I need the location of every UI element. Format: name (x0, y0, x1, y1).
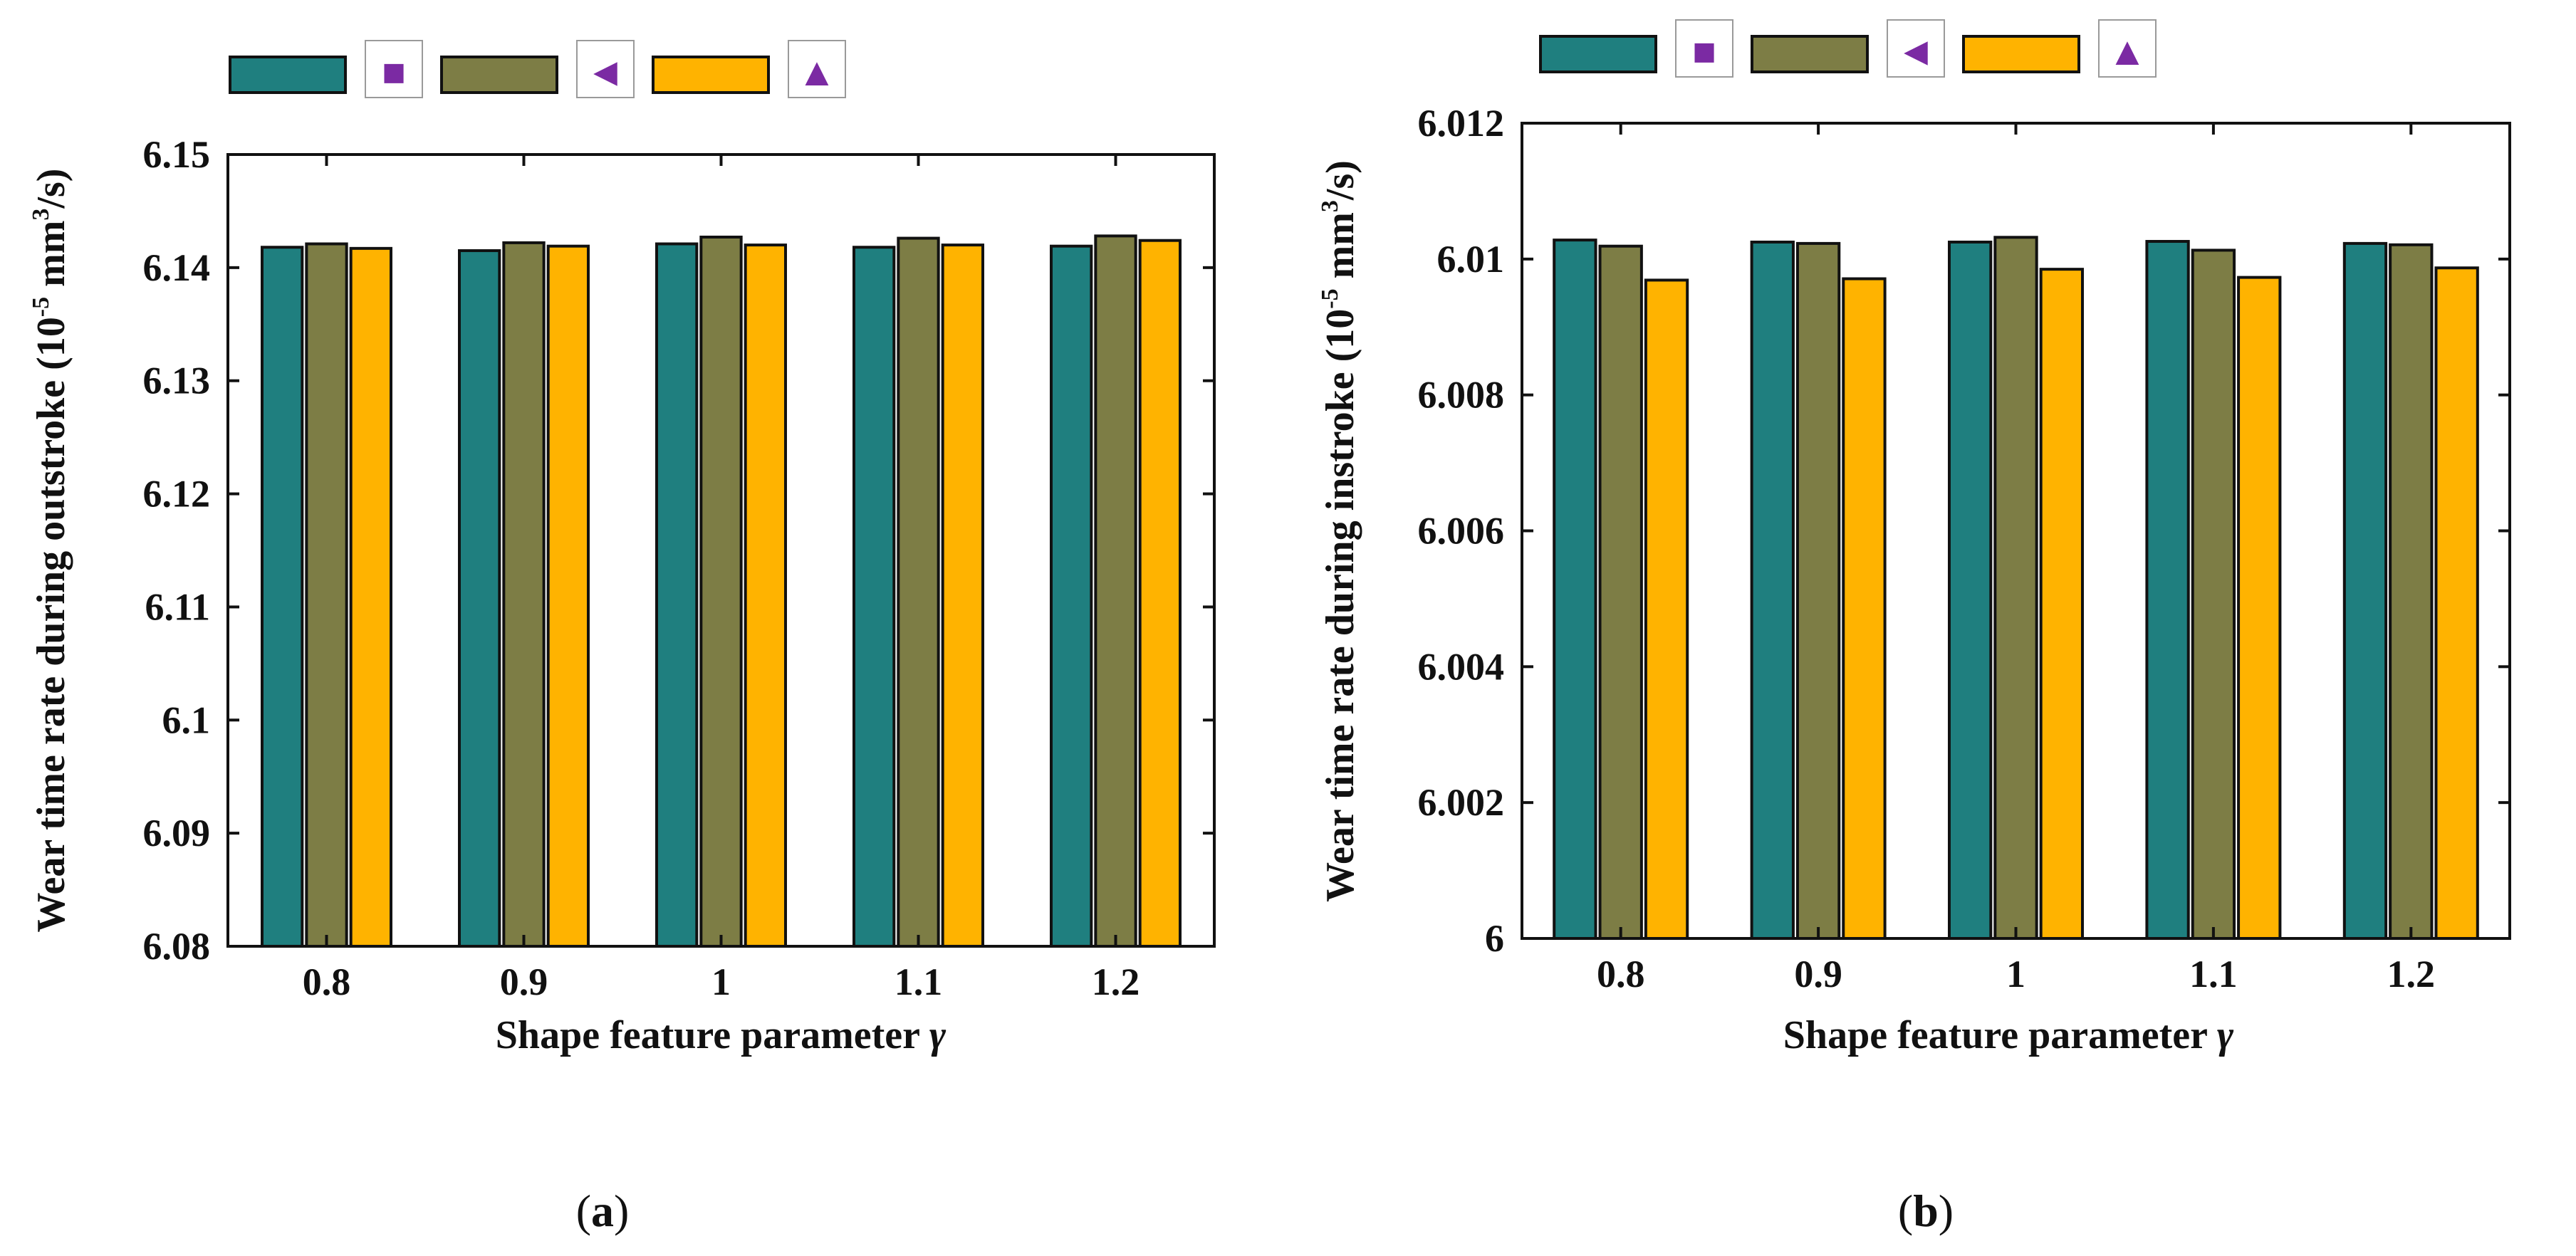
y-tick-label-6.01: 6.01 (1437, 238, 1505, 281)
legend-a: ■ ◄ ▲ (229, 40, 846, 98)
y-tick-label-6.09: 6.09 (143, 812, 211, 854)
bar-triangle-left-1 (1993, 236, 2038, 940)
bar-triangle-left-0.9 (502, 241, 546, 948)
y-tick-label-6.012: 6.012 (1418, 102, 1505, 145)
bar-square-1 (1948, 240, 1993, 940)
legend-marker-box-triangle-left (576, 40, 635, 98)
bar-triangle-up-0.8 (349, 246, 392, 948)
x-tick-label-1.1: 1.1 (895, 961, 943, 1003)
bar-square-1.1 (852, 246, 896, 948)
bar-triangle-up-1 (744, 244, 787, 948)
bars-a (261, 234, 1182, 948)
bar-square-0.8 (1553, 239, 1597, 941)
y-tick-label-6.13: 6.13 (143, 360, 211, 402)
x-tick-label-0.9: 0.9 (1794, 953, 1842, 995)
bar-triangle-up-0.9 (546, 244, 590, 948)
bar-square-1.1 (2145, 240, 2190, 940)
bar-triangle-left-1.1 (2191, 248, 2236, 941)
bar-triangle-left-1.2 (2389, 243, 2434, 940)
y-tick-label-6.08: 6.08 (143, 925, 211, 968)
x-tick-label-1: 1 (711, 961, 731, 1003)
x-axis-title-a: Shape feature parameter γ (496, 1013, 947, 1057)
y-axis-title-a: Wear time rate during outstroke (10-5 mm… (28, 169, 73, 933)
bar-triangle-up-1.1 (941, 244, 984, 948)
bar-square-1.2 (1050, 244, 1093, 948)
bar-triangle-left-1 (699, 235, 743, 948)
y-tick-label-6.14: 6.14 (143, 246, 211, 289)
legend-swatch-triangle-left (1751, 35, 1869, 73)
legend-marker-box-square (365, 40, 423, 98)
bar-triangle-up-0.8 (1644, 278, 1689, 941)
bar-triangle-left-0.9 (1795, 241, 1841, 940)
panel-caption-b: (b) (1898, 1186, 1954, 1236)
bar-triangle-up-1 (2039, 268, 2085, 941)
legend-swatch-triangle-up (1962, 35, 2080, 73)
bar-square-0.9 (458, 249, 501, 948)
chart-panel-a: ■ ◄ ▲ 6.086.096.16.116.126.136.146.15 0.8 0… (28, 40, 1216, 1236)
x-tick-label-0.8: 0.8 (303, 961, 351, 1003)
bar-triangle-left-1.1 (897, 236, 940, 948)
y-tick-label-6.008: 6.008 (1418, 374, 1505, 417)
legend-b: ■ ◄ ▲ (1539, 19, 2157, 78)
y-axis-a: 6.08 6.09 6.1 6.11 6.12 6.13 6.14 6.15 (143, 133, 1214, 968)
y-tick-label-6.11: 6.11 (145, 585, 210, 628)
legend-marker-triangle-left-icon: ◄ (585, 51, 625, 95)
y-tick-label-6.12: 6.12 (143, 473, 211, 516)
bar-triangle-up-1.2 (2434, 266, 2479, 940)
bar-triangle-up-1.1 (2237, 276, 2282, 940)
bars-b (1553, 236, 2479, 941)
bar-square-1 (655, 242, 699, 948)
x-axis-b: 0.8 0.9 1 1.1 1.2 (1597, 123, 2435, 995)
y-tick-label-6: 6 (1485, 917, 1504, 960)
y-tick-label-6.15: 6.15 (143, 133, 211, 176)
legend-marker-square-icon: ■ (1692, 30, 1716, 74)
x-axis-a: 0.8 0.9 1 1.1 1.2 (303, 155, 1140, 1003)
x-tick-label-1: 1 (2006, 953, 2025, 995)
legend-marker-triangle-left-icon: ◄ (1896, 30, 1935, 74)
bar-triangle-left-0.8 (305, 242, 348, 948)
x-tick-label-0.9: 0.9 (500, 961, 548, 1003)
legend-marker-box-square (1675, 19, 1733, 78)
legend-marker-triangle-up-icon: ▲ (2107, 30, 2147, 74)
legend-swatch-square (229, 56, 347, 94)
legend-marker-box-triangle-up (788, 40, 846, 98)
bar-triangle-left-1.2 (1094, 234, 1137, 948)
y-axis-title-b: Wear time rate during instroke (10-5 mm3… (1317, 160, 1362, 902)
y-tick-label-6.1: 6.1 (162, 698, 211, 741)
x-tick-label-0.8: 0.8 (1597, 953, 1645, 995)
legend-swatch-square (1539, 35, 1657, 73)
y-axis-b: 6 6.002 6.004 6.006 6.008 6.01 6.012 (1418, 102, 2510, 960)
x-tick-label-1.1: 1.1 (2189, 953, 2238, 995)
bar-triangle-up-1.2 (1138, 239, 1182, 948)
x-tick-label-1.2: 1.2 (1092, 961, 1140, 1003)
y-tick-label-6.006: 6.006 (1418, 510, 1505, 553)
legend-marker-square-icon: ■ (382, 51, 406, 95)
x-axis-title-b: Shape feature parameter γ (1783, 1013, 2234, 1057)
legend-marker-box-triangle-up (2098, 19, 2157, 78)
legend-marker-triangle-up-icon: ▲ (797, 51, 836, 95)
y-tick-label-6.002: 6.002 (1418, 781, 1505, 824)
y-tick-label-6.004: 6.004 (1418, 645, 1505, 688)
legend-swatch-triangle-left (440, 56, 558, 94)
legend-marker-box-triangle-left (1887, 19, 1945, 78)
bar-square-0.9 (1750, 240, 1795, 940)
panel-caption-a: (a) (576, 1186, 630, 1236)
bar-triangle-up-0.9 (1842, 277, 1887, 941)
bar-square-1.2 (2342, 241, 2388, 940)
bar-triangle-left-0.8 (1598, 244, 1643, 940)
x-tick-label-1.2: 1.2 (2387, 953, 2436, 995)
bar-square-0.8 (261, 246, 304, 948)
legend-swatch-triangle-up (652, 56, 770, 94)
